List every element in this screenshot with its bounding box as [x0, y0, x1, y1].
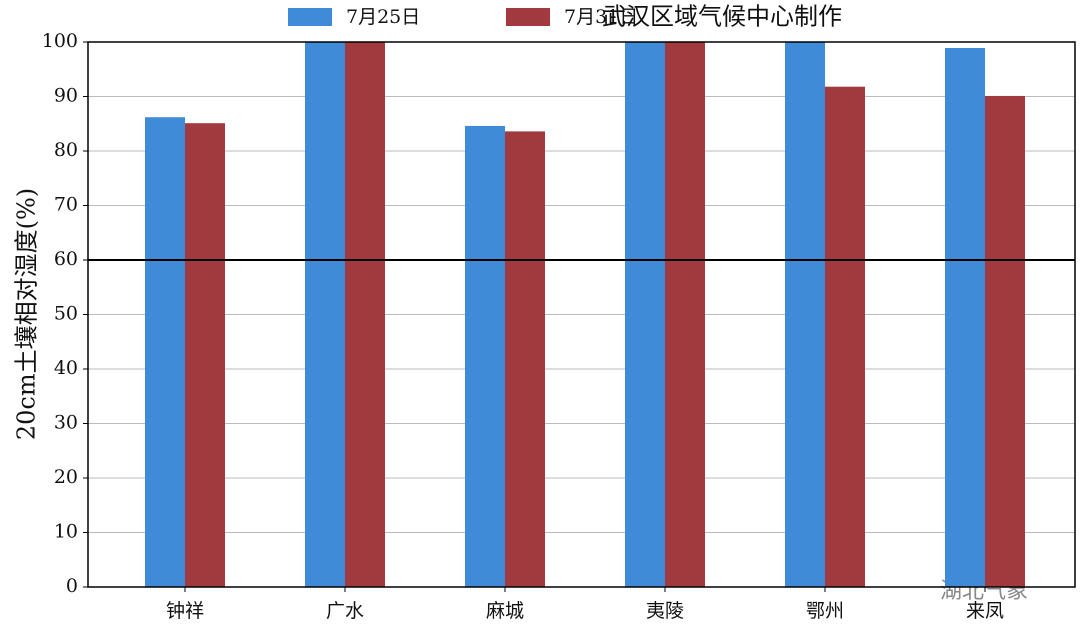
x-tick-label: 鄂州 — [806, 600, 844, 622]
x-tick-label: 来凤 — [966, 600, 1004, 622]
y-tick-label: 100 — [42, 30, 78, 52]
bar — [825, 86, 865, 587]
bar — [625, 42, 665, 587]
legend-label: 7月31日 — [564, 6, 638, 28]
bar — [305, 42, 345, 587]
x-tick-label: 夷陵 — [646, 600, 684, 622]
bar — [985, 95, 1025, 587]
legend-swatch — [506, 8, 550, 26]
bar — [785, 42, 825, 587]
y-tick-label: 20 — [54, 466, 78, 488]
legend-swatch — [288, 8, 332, 26]
y-tick-label: 60 — [54, 248, 78, 270]
y-axis-label: 20cm土壤相对湿度(%) — [13, 188, 41, 440]
legend-label: 7月25日 — [346, 6, 420, 28]
bar — [145, 117, 185, 588]
x-tick-label: 钟祥 — [166, 600, 204, 622]
bar — [345, 42, 385, 587]
x-tick-label: 广水 — [326, 600, 364, 622]
bar — [185, 123, 225, 587]
annotation: 武汉区域气候中心制作 — [602, 3, 842, 31]
y-tick-label: 0 — [66, 575, 78, 597]
y-tick-label: 70 — [54, 194, 78, 216]
y-tick-label: 50 — [54, 303, 78, 325]
x-tick-label: 麻城 — [486, 600, 524, 622]
plot-frame — [87, 41, 1076, 588]
y-tick-label: 40 — [54, 357, 78, 379]
bar — [665, 42, 705, 587]
y-tick-label: 80 — [54, 139, 78, 161]
y-tick-label: 30 — [54, 412, 78, 434]
bar — [945, 47, 985, 588]
y-tick-label: 90 — [54, 85, 78, 107]
bar — [465, 125, 505, 588]
bar — [505, 131, 545, 587]
y-tick-label: 10 — [54, 521, 78, 543]
